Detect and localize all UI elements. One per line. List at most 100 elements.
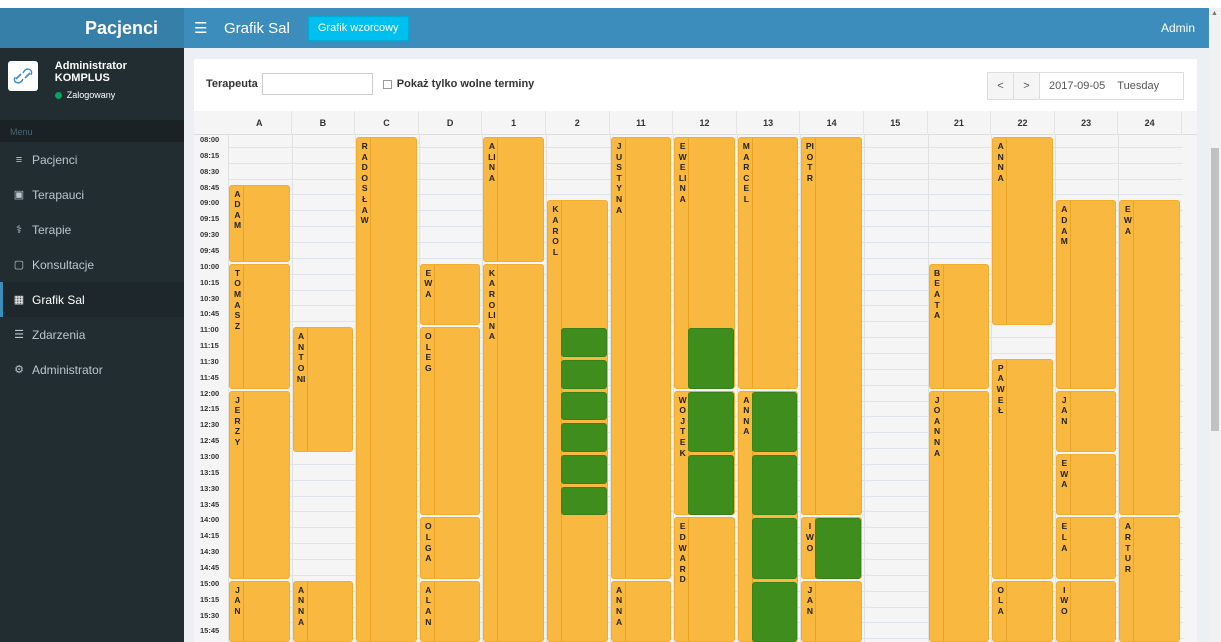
free-slot[interactable] — [751, 455, 798, 516]
booking-name: IWO — [1060, 584, 1069, 616]
room-header-23: 23 — [1055, 111, 1119, 135]
booking-block[interactable]: ANNA — [610, 580, 672, 642]
booking-block[interactable]: KAROL — [547, 200, 608, 642]
time-label: 15:45 — [200, 626, 220, 636]
booking-block[interactable]: JAN — [229, 580, 290, 642]
booking-block[interactable]: JAN — [1055, 390, 1117, 452]
booking-block[interactable]: ANNA — [992, 137, 1053, 326]
booking-block[interactable]: JAN — [801, 580, 862, 642]
booking-name: IWO — [805, 521, 814, 553]
room-header-1: 1 — [482, 111, 546, 135]
booking-block[interactable]: PAWEŁ — [992, 358, 1053, 579]
sidebar-item-terapauci[interactable]: ▣ Terapauci — [0, 177, 184, 212]
free-slot[interactable] — [561, 328, 607, 357]
schedule-box: Terapeuta Pokaż tylko wolne terminy < > … — [194, 59, 1197, 642]
booking-block[interactable]: ALINA — [483, 137, 544, 262]
sidebar-item-pacjenci[interactable]: ≡ Pacjenci — [0, 142, 184, 177]
user-name: Administrator KOMPLUS — [54, 60, 127, 84]
booking-block[interactable]: KAROLINA — [483, 263, 544, 642]
sidebar-item-konsultacje[interactable]: ▢ Konsultacje — [0, 247, 184, 282]
booking-block[interactable]: ALAN — [419, 580, 481, 642]
booking-block[interactable]: MARCEL — [737, 137, 799, 389]
room-header-22: 22 — [991, 111, 1055, 135]
booking-block[interactable]: ADAM — [229, 184, 290, 262]
top-header: ☰ Grafik Sal Grafik wzorcowy Admin — [184, 8, 1209, 48]
time-label: 08:45 — [200, 182, 220, 192]
room-header-a: A — [228, 111, 292, 135]
sidebar-item-grafik-sal[interactable]: ▦ Grafik Sal — [0, 282, 184, 317]
booking-name: BEATA — [934, 267, 941, 321]
booking-block[interactable]: EWA — [1119, 200, 1180, 516]
booking-block[interactable]: EWA — [419, 263, 481, 326]
user-menu[interactable]: Admin — [1160, 21, 1195, 35]
free-slot[interactable] — [751, 581, 798, 642]
time-label: 14:00 — [200, 515, 220, 525]
booking-divider — [624, 138, 626, 578]
only-free-checkbox[interactable] — [382, 79, 392, 89]
booking-block[interactable]: EWA — [1055, 454, 1117, 516]
booking-block[interactable]: ELA — [1055, 517, 1117, 579]
booking-block[interactable]: TOMASZ — [229, 263, 290, 389]
free-slot[interactable] — [815, 518, 861, 579]
booking-block[interactable]: EDWARD — [674, 517, 735, 642]
calendar-icon: ▢ — [13, 259, 25, 271]
scrollbar-thumb[interactable] — [1211, 148, 1219, 431]
brand-logo[interactable]: Pacjenci — [0, 8, 184, 48]
free-slot[interactable] — [688, 391, 734, 452]
free-slot[interactable] — [561, 359, 607, 389]
booking-divider — [815, 581, 817, 642]
free-slot[interactable] — [561, 423, 607, 452]
page-scrollbar[interactable]: ▲ — [1209, 8, 1221, 642]
sidebar-item-terapie[interactable]: ⚕ Terapie — [0, 212, 184, 247]
booking-block[interactable]: OLEG — [419, 327, 481, 516]
template-schedule-button[interactable]: Grafik wzorcowy — [307, 15, 409, 41]
scroll-up-icon[interactable]: ▲ — [1211, 10, 1218, 17]
booking-name: ANNA — [743, 394, 750, 437]
free-slot[interactable] — [751, 518, 798, 579]
booking-divider — [433, 581, 435, 642]
booking-block[interactable]: ANTONI — [292, 327, 354, 452]
booking-block[interactable]: BEATA — [928, 263, 990, 389]
booking-divider — [243, 581, 244, 642]
next-day-button[interactable]: > — [1014, 73, 1040, 99]
booking-name: JOANNA — [933, 394, 941, 458]
booking-block[interactable]: IWO — [1055, 580, 1117, 642]
column-divider — [609, 135, 611, 642]
booking-divider — [1069, 518, 1071, 578]
sidebar-item-administrator[interactable]: ⚙ Administrator — [0, 352, 184, 387]
prev-day-button[interactable]: < — [988, 73, 1014, 99]
only-free-label[interactable]: Pokaż tylko wolne terminy — [396, 78, 535, 90]
booking-block[interactable]: ADAM — [1055, 200, 1117, 389]
booking-block[interactable]: ANNA — [292, 580, 354, 642]
sidebar-item-zdarzenia[interactable]: ☰ Zdarzenia — [0, 317, 184, 352]
booking-block[interactable]: PIOTR — [801, 137, 862, 516]
sidebar-item-label: Terapie — [32, 222, 72, 237]
booking-name: PIOTR — [805, 141, 814, 183]
free-slot[interactable] — [561, 486, 607, 516]
free-slot[interactable] — [688, 328, 734, 389]
booking-block[interactable]: RADOSŁAW — [356, 137, 417, 642]
date-value[interactable]: 2017-09-05 — [1049, 80, 1106, 92]
sidebar-menu: ≡ Pacjenci ▣ Terapauci ⚕ Terapie ▢ Konsultacje ▦… — [0, 142, 184, 387]
time-label: 12:30 — [200, 420, 220, 430]
free-slot[interactable] — [688, 455, 734, 516]
free-slot[interactable] — [561, 391, 607, 421]
booking-block[interactable]: OLGA — [419, 517, 481, 579]
sidebar: Pacjenci Administrator KOMPLUS Zalogowan… — [0, 8, 184, 642]
booking-block[interactable]: ARTUR — [1119, 517, 1180, 642]
time-label: 09:45 — [200, 245, 220, 255]
time-label: 15:15 — [200, 594, 220, 604]
booking-name: JAN — [806, 584, 813, 616]
hamburger-icon[interactable]: ☰ — [194, 20, 208, 37]
booking-block[interactable]: JOANNA — [928, 390, 990, 642]
free-slot[interactable] — [751, 391, 798, 452]
avatar — [8, 61, 38, 91]
therapist-input[interactable] — [261, 73, 373, 95]
booking-block[interactable]: JERZY — [229, 390, 290, 579]
column-divider — [927, 135, 929, 642]
booking-block[interactable]: JUSTYNA — [610, 137, 672, 579]
free-slot[interactable] — [561, 455, 607, 484]
booking-block[interactable]: OLA — [992, 580, 1053, 642]
booking-name: ARTUR — [1124, 521, 1131, 574]
time-label: 14:30 — [200, 547, 220, 557]
